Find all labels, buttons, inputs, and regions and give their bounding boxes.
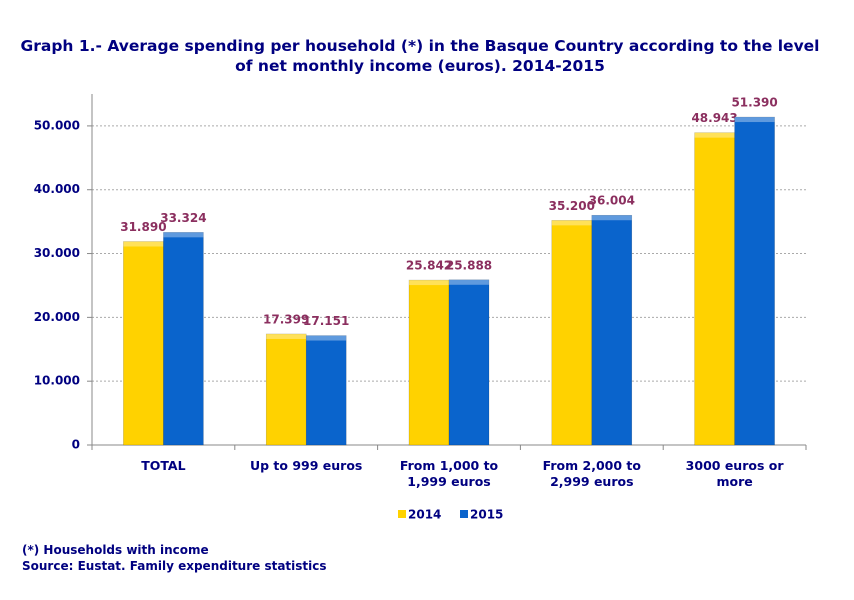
bar <box>123 241 164 446</box>
value-label: 35.200 <box>549 199 595 213</box>
y-tick-label: 20.000 <box>34 310 80 324</box>
bar-top <box>591 215 632 221</box>
x-tick-label: 3000 euros or more <box>685 458 784 489</box>
bar <box>591 214 633 446</box>
bar-top <box>734 117 775 123</box>
bar-top <box>551 220 592 226</box>
y-tick-label: 10.000 <box>34 374 80 388</box>
bar <box>448 279 490 446</box>
source: Source: Eustat. Family expenditure stati… <box>22 559 327 573</box>
footnote: (*) Households with income <box>22 543 209 557</box>
bar <box>305 335 347 446</box>
value-label: 25.888 <box>446 258 492 272</box>
chart-title: Graph 1.- Average spending per household… <box>20 37 820 75</box>
bar-top <box>694 132 735 138</box>
bar-top <box>123 241 164 247</box>
value-label: 48.943 <box>691 111 737 125</box>
value-label: 33.324 <box>160 211 206 225</box>
bar-top <box>266 333 307 339</box>
value-label: 51.390 <box>731 96 777 110</box>
legend-label: 2015 <box>470 508 503 522</box>
x-tick-label: TOTAL <box>141 458 186 473</box>
bar <box>265 333 307 446</box>
y-tick-label: 0 <box>72 438 80 452</box>
bar <box>163 232 204 446</box>
bar <box>551 220 593 446</box>
legend-swatch <box>398 510 406 518</box>
legend-label: 2014 <box>408 508 441 522</box>
y-tick-label: 40.000 <box>34 182 80 196</box>
value-label: 17.399 <box>263 312 309 326</box>
bar-top <box>163 232 204 238</box>
y-tick-label: 30.000 <box>34 246 80 260</box>
value-label: 17.151 <box>303 314 349 328</box>
x-tick-label: From 2,000 to 2,999 euros <box>542 458 641 489</box>
value-label: 25.842 <box>406 259 452 273</box>
x-tick-label: From 1,000 to 1,999 euros <box>399 458 499 489</box>
x-tick-label: Up to 999 euros <box>249 458 363 473</box>
legend-swatch <box>460 510 468 518</box>
bar-top <box>449 279 489 285</box>
bar-top <box>306 335 347 341</box>
bar <box>694 132 735 446</box>
bar-top <box>409 280 449 286</box>
bar <box>734 116 775 446</box>
bar <box>408 279 450 446</box>
value-label: 31.890 <box>120 220 166 234</box>
y-tick-label: 50.000 <box>34 118 80 132</box>
value-label: 36.004 <box>589 194 635 208</box>
